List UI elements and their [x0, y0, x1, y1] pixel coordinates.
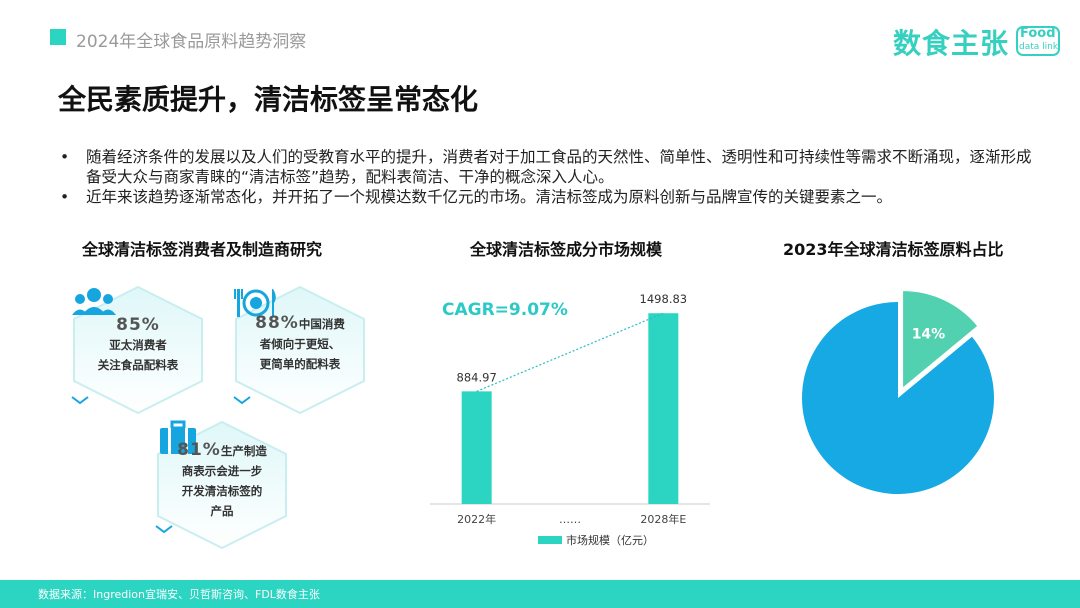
bar-chart-title: 全球清洁标签成分市场规模 [470, 240, 663, 259]
bar-value-label: 1498.83 [640, 292, 688, 306]
bullet-item: • 随着经济条件的发展以及人们的受教育水平的提升，消费者对于加工食品的天然性、简… [60, 147, 1040, 187]
stat-text: 88%中国消费 者倾向于更短、 更简单的配料表 [232, 313, 368, 374]
bar-value-label: 884.97 [457, 370, 497, 384]
stat-line: 关注食品配料表 [97, 358, 179, 372]
brand-badge-subtext: data link [1019, 42, 1059, 52]
bullet-marker: • [60, 148, 70, 166]
pie-slice-label: 14% [912, 326, 946, 342]
header-label: 2024年全球食品原料趋势洞察 [76, 32, 307, 52]
stat-line: 81%生产制造 [154, 440, 290, 461]
stat-hexagon-1: 85% 亚太消费者 关注食品配料表 [70, 285, 206, 415]
footer-source: 数据来源：Ingredion宜瑞安、贝哲斯咨询、FDL数食主张 [38, 588, 320, 601]
stat-line: 亚太消费者 [109, 338, 167, 352]
chevron-down-icon [71, 396, 89, 405]
stat-line: 产品 [210, 504, 234, 518]
brand-name: 数食主张 [893, 27, 1010, 60]
research-title: 全球清洁标签消费者及制造商研究 [82, 240, 323, 259]
stat-percent: 81% [177, 440, 221, 460]
pie-slice [802, 302, 994, 494]
brand-badge-frame [1016, 26, 1060, 56]
stat-hexagon-3: 81%生产制造 商表示会进一步 开发清洁标签的 产品 [154, 420, 290, 550]
pie-slice [903, 291, 978, 388]
bar [461, 391, 492, 504]
page-title: 全民素质提升，清洁标签呈常态化 [58, 83, 479, 116]
bullet-marker: • [60, 188, 70, 206]
stat-hexagon-2: 88%中国消费 者倾向于更短、 更简单的配料表 [232, 285, 368, 415]
legend-swatch [538, 536, 562, 544]
x-tick-label: 2022年 [457, 512, 496, 526]
stat-percent: 88% [255, 313, 299, 333]
trend-line [476, 312, 664, 392]
pie-chart: 14% [802, 291, 994, 494]
x-tick-label: …… [559, 513, 581, 526]
stat-text: 85% 亚太消费者 关注食品配料表 [70, 315, 206, 375]
cagr-annotation: CAGR=9.07% [442, 300, 568, 320]
bullet-item: • 近年来该趋势逐渐常态化，并开拓了一个规模达数千亿元的市场。清洁标签成为原料创… [60, 187, 1040, 207]
stat-text: 81%生产制造 商表示会进一步 开发清洁标签的 产品 [154, 440, 290, 521]
bar [648, 313, 679, 504]
bullet-text: 随着经济条件的发展以及人们的受教育水平的提升，消费者对于加工食品的天然性、简单性… [86, 148, 1032, 186]
stat-line: 开发清洁标签的 [181, 484, 263, 498]
footer-bar: 数据来源：Ingredion宜瑞安、贝哲斯咨询、FDL数食主张 [0, 580, 1080, 608]
chevron-down-icon [155, 525, 173, 534]
stat-percent: 85% [116, 315, 160, 335]
briefcase-icon [160, 420, 196, 454]
legend-label: 市场规模（亿元） [566, 533, 654, 547]
bullet-text: 近年来该趋势逐渐常态化，并开拓了一个规模达数千亿元的市场。清洁标签成为原料创新与… [86, 188, 893, 206]
bullet-list: • 随着经济条件的发展以及人们的受教育水平的提升，消费者对于加工食品的天然性、简… [60, 147, 1040, 207]
people-icon [72, 288, 116, 315]
stat-line: 更简单的配料表 [259, 357, 341, 371]
stat-line: 生产制造 [220, 444, 267, 458]
hexagon-shape [235, 285, 365, 415]
header-square [50, 29, 66, 45]
brand-badge-text: Food [1020, 26, 1056, 41]
hexagon-shape [73, 285, 203, 415]
pie-chart-title: 2023年全球清洁标签原料占比 [783, 240, 1004, 259]
stat-line: 商表示会进一步 [181, 464, 263, 478]
stat-line: 中国消费 [298, 317, 345, 331]
bar-chart: 2022年 884.97 …… 2028年E 1498.83 CAGR=9.07% 市场规模… [430, 292, 710, 547]
stat-line: 者倾向于更短、 [259, 337, 341, 351]
chevron-down-icon [233, 396, 251, 405]
x-tick-label: 2028年E [640, 512, 686, 526]
utensils-icon [234, 289, 276, 317]
stat-line: 88%中国消费 [232, 313, 368, 334]
